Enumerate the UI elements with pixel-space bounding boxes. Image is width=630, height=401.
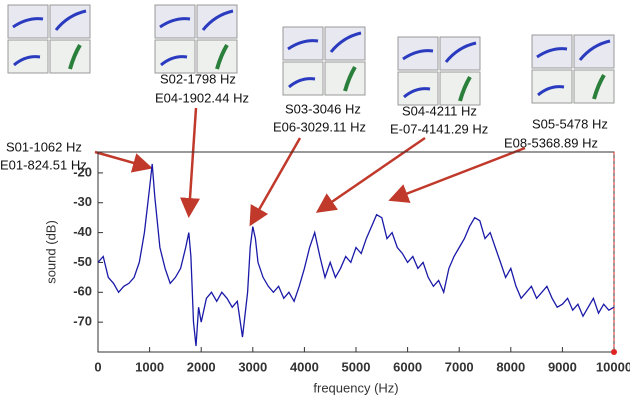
y-tick-label: -70 — [73, 314, 92, 329]
y-tick-label: -60 — [73, 284, 92, 299]
annotation: E-07-4141.29 Hz — [390, 121, 488, 136]
x-tick-label: 7000 — [445, 359, 474, 374]
x-axis-label: frequency (Hz) — [313, 380, 398, 395]
annotation: S03-3046 Hz — [285, 101, 361, 116]
annotation: S05-5478 Hz — [532, 116, 608, 131]
annotation: E01-824.51 Hz — [0, 157, 87, 172]
y-tick-label: -40 — [73, 224, 92, 239]
x-tick-label: 2000 — [187, 359, 216, 374]
y-tick-label: -50 — [73, 254, 92, 269]
x-tick-label: 5000 — [342, 359, 371, 374]
end-dot — [611, 349, 617, 355]
annotation: S01-1062 Hz — [6, 139, 82, 154]
annotation: E06-3029.11 Hz — [273, 119, 366, 134]
thumbnails — [6, 3, 616, 107]
annotation: E08-5368.89 Hz — [504, 135, 598, 150]
plot-frame — [97, 151, 615, 353]
x-tick-label: 4000 — [290, 359, 319, 374]
y-tick-label: -20 — [73, 164, 92, 179]
annotation: S04-4211 Hz — [402, 103, 477, 118]
arrows — [94, 107, 526, 227]
annotation: E04-1902.44 Hz — [155, 90, 249, 105]
x-tick-label: 9000 — [548, 359, 577, 374]
x-tick-label: 3000 — [238, 359, 267, 374]
x-tick-label: 10000 — [596, 359, 630, 374]
x-tick-label: 0 — [94, 359, 101, 374]
x-tick-label: 8000 — [496, 359, 525, 374]
x-tick-label: 6000 — [393, 359, 422, 374]
annotation: S02-1798 Hz — [160, 71, 236, 86]
y-axis-label: sound (dB) — [43, 220, 58, 284]
y-tick-label: -30 — [73, 194, 92, 209]
x-tick-label: 1000 — [135, 359, 164, 374]
spectrum-line — [97, 163, 615, 347]
